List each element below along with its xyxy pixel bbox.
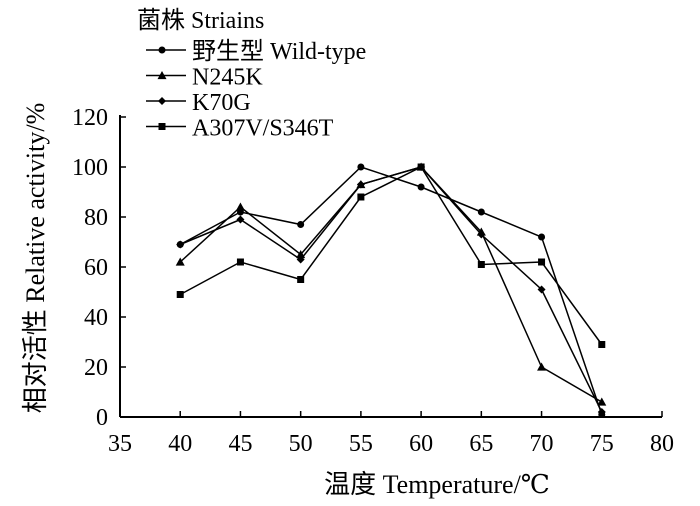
series-diamond (176, 163, 606, 416)
data-point (176, 291, 184, 298)
legend-label: K70G (192, 90, 251, 116)
y-tick-label: 20 (84, 355, 108, 381)
legend-label: 野生型 Wild-type (192, 38, 366, 65)
x-tick-label: 75 (590, 431, 614, 457)
data-point (297, 276, 305, 283)
y-tick-label: 120 (72, 105, 108, 131)
legend-swatch-marker (157, 71, 167, 80)
y-tick-label: 80 (84, 205, 108, 231)
legend-entry: 野生型 Wild-type (146, 38, 366, 65)
x-tick-label: 50 (289, 431, 313, 457)
x-tick-label: 55 (349, 431, 373, 457)
series-line (179, 166, 603, 413)
data-point (537, 362, 547, 371)
x-tick-label: 65 (469, 431, 493, 457)
data-point (477, 230, 486, 239)
series-line (179, 166, 603, 415)
data-point (356, 180, 365, 189)
y-tick-label: 60 (84, 255, 108, 281)
legend-entry: K70G (146, 90, 251, 116)
x-tick-label: 45 (228, 431, 252, 457)
x-tick-label: 80 (650, 431, 674, 457)
data-point (477, 208, 485, 216)
series-line (179, 166, 603, 403)
x-axis-label: 温度 Temperature/℃ (324, 470, 550, 499)
legend-title: 菌株 Striains (137, 7, 264, 34)
legend-entry: A307V/S346T (146, 116, 334, 142)
data-point (538, 233, 546, 241)
legend-entry: N245K (146, 65, 263, 91)
data-point (538, 258, 546, 266)
tick-labels: 35 40 45 50 55 60 65 70 75 80 0 20 40 60 80 100 120 (72, 105, 674, 457)
data-point (296, 255, 305, 264)
series-square (176, 163, 606, 348)
x-tick-label: 35 (108, 431, 132, 457)
data-point (597, 397, 607, 406)
y-axis-label: 相对活性 Relative activity/% (21, 103, 50, 414)
data-point (597, 408, 606, 416)
series-group (175, 162, 607, 418)
data-point (297, 221, 305, 228)
data-point (176, 240, 185, 249)
legend-swatch-marker (158, 123, 166, 130)
data-point (357, 163, 365, 171)
x-tick-label: 70 (530, 431, 554, 457)
legend-label: N245K (192, 65, 263, 91)
data-point (175, 257, 185, 266)
legend-swatch-marker (158, 97, 166, 105)
data-point (598, 341, 606, 348)
data-point (417, 163, 425, 171)
data-point (236, 215, 245, 224)
legend: 菌株 Striains 野生型 Wild-typeN245KK70GA307V/… (137, 7, 366, 142)
data-point (417, 183, 425, 191)
x-tick-label: 60 (409, 431, 433, 457)
legend-swatch-marker (158, 46, 166, 54)
data-point (537, 285, 546, 294)
series-line (179, 166, 603, 345)
data-point (357, 193, 365, 201)
data-point (235, 202, 245, 211)
series-triangle (175, 162, 607, 406)
axes (119, 115, 663, 418)
y-tick-label: 0 (96, 405, 108, 431)
data-point (477, 261, 485, 268)
y-tick-label: 40 (84, 305, 108, 331)
y-tick-label: 100 (72, 155, 108, 181)
data-point (236, 258, 244, 266)
x-tick-label: 40 (168, 431, 192, 457)
legend-label: A307V/S346T (192, 116, 334, 142)
